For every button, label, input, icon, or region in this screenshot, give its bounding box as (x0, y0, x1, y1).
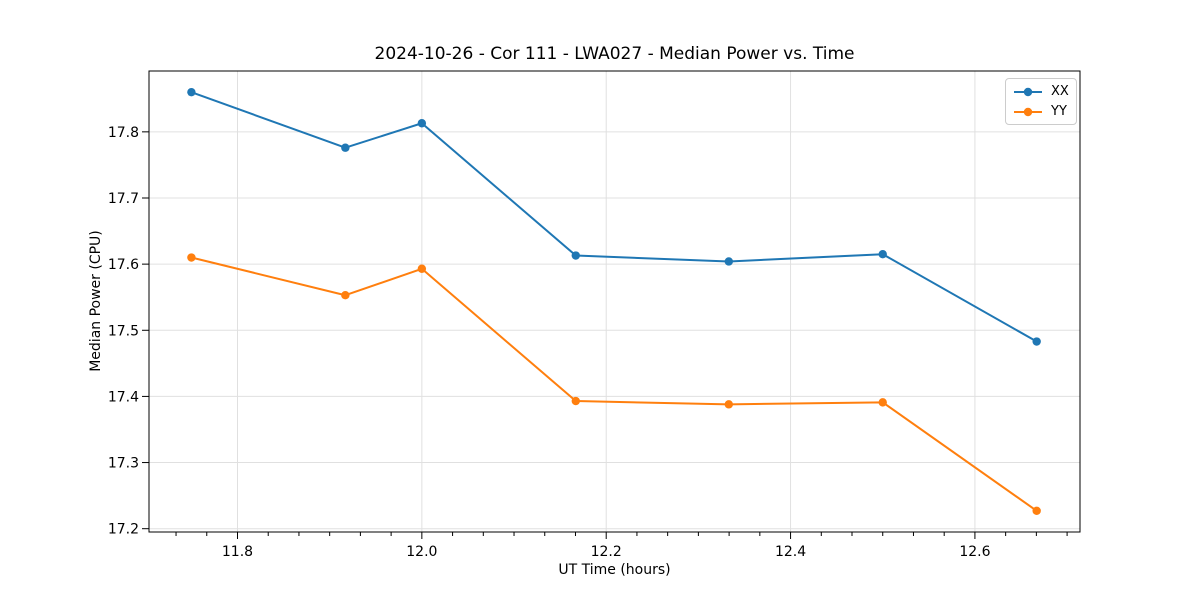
x-tick-label: 12.4 (775, 544, 806, 560)
legend-label-XX: XX (1051, 84, 1069, 99)
legend-label-YY: YY (1051, 104, 1067, 119)
legend-item-YY: YY (1013, 103, 1069, 120)
series-YY-point (1032, 506, 1041, 516)
series-YY-point (724, 400, 734, 409)
series-YY-line (190, 256, 1038, 512)
series-YY-point (571, 396, 580, 406)
chart-title: 2024-10-26 - Cor 111 - LWA027 - Median P… (374, 44, 855, 64)
y-axis-label: Median Power (CPU) (88, 230, 104, 372)
legend-swatch-YY (1014, 107, 1042, 116)
series-XX-point (187, 87, 196, 97)
series-XX-point (1032, 337, 1041, 346)
x-tick-label: 12.0 (406, 544, 437, 560)
y-tick-label: 17.7 (108, 191, 139, 207)
x-axis-label: UT Time (hours) (558, 562, 671, 578)
series-YY-point (187, 253, 196, 262)
y-tick-label: 17.4 (108, 389, 139, 405)
series-XX-point (341, 143, 350, 152)
series-YY-point (878, 398, 887, 407)
y-tick-label: 17.3 (108, 456, 139, 472)
legend-item-XX: XX (1013, 83, 1069, 100)
legend-swatch-XX (1014, 87, 1042, 96)
series-XX-point (878, 250, 887, 259)
y-tick-label: 17.8 (108, 125, 139, 141)
series-XX-line (190, 91, 1038, 343)
x-tick-label: 11.8 (222, 544, 253, 560)
legend: XX YY (1005, 78, 1077, 125)
series-YY-point (341, 291, 350, 300)
y-tick-label: 17.5 (108, 323, 139, 339)
x-tick-label: 12.2 (591, 544, 622, 560)
series-YY-point (417, 264, 427, 273)
y-tick-label: 17.6 (108, 257, 139, 273)
plot-border (148, 70, 1081, 533)
series-XX-point (724, 257, 734, 266)
x-tick-label: 12.6 (959, 544, 990, 560)
series-XX-point (571, 251, 580, 260)
series-XX-point (417, 119, 427, 128)
y-tick-label: 17.2 (108, 522, 139, 538)
